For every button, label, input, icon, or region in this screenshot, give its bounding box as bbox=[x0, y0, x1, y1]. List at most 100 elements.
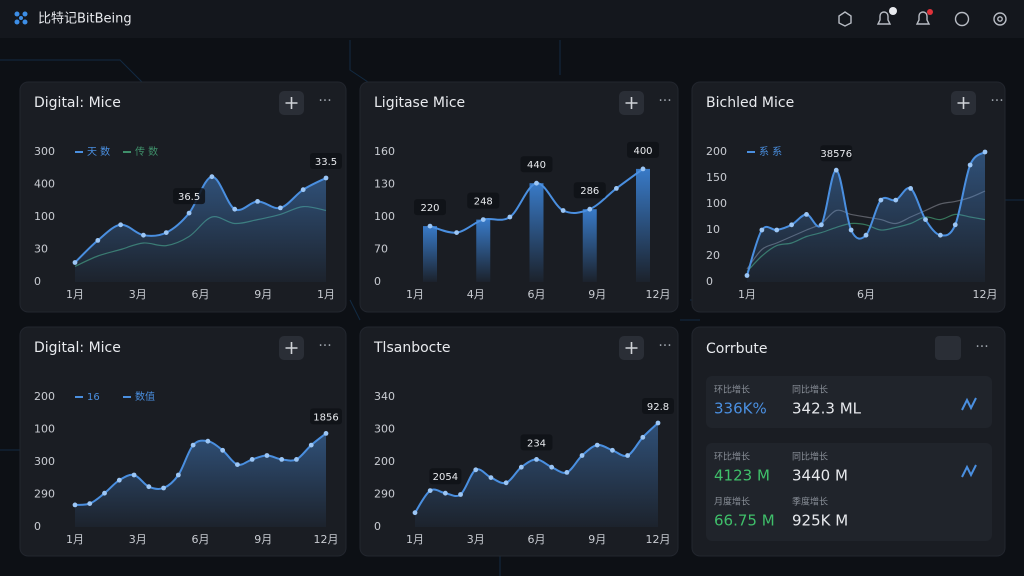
y-tick-label: 0 bbox=[34, 520, 41, 533]
point bbox=[473, 467, 479, 473]
annotation: 38576 bbox=[820, 149, 852, 160]
point bbox=[323, 431, 329, 436]
point bbox=[640, 434, 646, 440]
point bbox=[146, 484, 152, 490]
x-tick-label: 1月 bbox=[66, 288, 84, 301]
y-tick-label: 0 bbox=[374, 520, 381, 533]
point bbox=[255, 199, 260, 204]
y-tick-label: 20 bbox=[706, 249, 720, 262]
point bbox=[175, 472, 181, 478]
y-tick-label: 30 bbox=[34, 243, 48, 256]
y-tick-label: 300 bbox=[374, 423, 395, 436]
point bbox=[116, 477, 122, 483]
point bbox=[264, 453, 270, 458]
add-icon bbox=[285, 97, 298, 109]
x-tick-label: 6月 bbox=[528, 533, 546, 546]
point bbox=[102, 490, 107, 496]
point bbox=[488, 475, 494, 480]
legend-label: 传 数 bbox=[135, 145, 158, 158]
point bbox=[87, 501, 93, 506]
icon-settings[interactable] bbox=[993, 12, 1007, 26]
y-tick-label: 0 bbox=[706, 275, 713, 288]
stat-value: 925K M bbox=[792, 512, 848, 530]
x-tick-label: 1月 bbox=[738, 288, 756, 301]
stat-label: 环比增长 bbox=[714, 384, 750, 396]
point bbox=[412, 510, 418, 516]
point bbox=[427, 223, 433, 229]
y-tick-label: 290 bbox=[34, 488, 55, 501]
legend-label: 16 bbox=[87, 392, 100, 403]
stat-value: 3440 M bbox=[792, 467, 848, 485]
point bbox=[205, 438, 211, 444]
stat-label: 环比增长 bbox=[714, 451, 750, 463]
x-tick-label: 1月 bbox=[406, 533, 424, 546]
y-tick-label: 70 bbox=[374, 243, 388, 256]
point bbox=[587, 206, 593, 212]
brand-icon bbox=[14, 11, 28, 25]
card-title: Bichled Mice bbox=[706, 95, 794, 111]
more-menu[interactable]: ··· bbox=[975, 339, 988, 355]
more-menu[interactable]: ··· bbox=[990, 93, 1003, 109]
bar bbox=[582, 209, 597, 282]
annotation-bg bbox=[520, 156, 553, 173]
stat-value: 66.75 M bbox=[714, 512, 775, 530]
point bbox=[893, 197, 899, 203]
icon-bell[interactable] bbox=[876, 11, 892, 25]
annotation: 234 bbox=[527, 438, 546, 449]
annotation-bg bbox=[414, 199, 446, 216]
card-title: Ligitase Mice bbox=[374, 95, 465, 111]
stat-label: 同比增长 bbox=[792, 384, 828, 396]
point bbox=[72, 260, 78, 265]
point bbox=[534, 180, 539, 186]
point bbox=[774, 227, 780, 233]
y-tick-label: 130 bbox=[374, 178, 395, 191]
point bbox=[454, 230, 460, 236]
icon-help[interactable] bbox=[954, 11, 970, 27]
point bbox=[503, 480, 509, 486]
legend-label: 天 数 bbox=[87, 145, 110, 158]
more-menu[interactable]: ··· bbox=[318, 338, 331, 354]
stat-value: 336K% bbox=[714, 400, 767, 418]
more-menu[interactable]: ··· bbox=[658, 93, 671, 109]
x-tick-label: 6月 bbox=[528, 288, 546, 301]
point bbox=[625, 453, 631, 458]
point bbox=[804, 212, 809, 217]
y-tick-label: 100 bbox=[374, 210, 395, 223]
icon-home[interactable] bbox=[838, 11, 852, 27]
point bbox=[863, 232, 869, 238]
point bbox=[235, 462, 240, 467]
annotation: 400 bbox=[633, 146, 652, 157]
trend-icon bbox=[961, 464, 977, 478]
annotation: 92.8 bbox=[647, 402, 669, 413]
point bbox=[518, 464, 524, 470]
more-menu[interactable]: ··· bbox=[318, 93, 331, 109]
point bbox=[118, 222, 124, 228]
y-tick-label: 100 bbox=[34, 423, 55, 436]
point bbox=[655, 420, 661, 426]
stat-label: 月度增长 bbox=[714, 496, 750, 508]
point bbox=[161, 485, 166, 491]
annotation-bg bbox=[429, 468, 462, 485]
point bbox=[560, 208, 566, 213]
point bbox=[579, 453, 585, 458]
point bbox=[923, 217, 928, 223]
point bbox=[427, 488, 433, 493]
point bbox=[480, 217, 486, 223]
point bbox=[209, 174, 215, 180]
card bbox=[359, 81, 679, 313]
y-tick-label: 300 bbox=[34, 455, 55, 468]
y-tick-label: 100 bbox=[706, 197, 727, 210]
y-tick-label: 150 bbox=[706, 171, 727, 184]
point bbox=[534, 457, 539, 462]
point bbox=[141, 232, 146, 238]
avatar-button[interactable] bbox=[935, 336, 961, 360]
x-tick-label: 12月 bbox=[973, 288, 998, 301]
point bbox=[190, 442, 196, 448]
point bbox=[323, 175, 329, 181]
more-menu[interactable]: ··· bbox=[658, 338, 671, 354]
x-tick-label: 1月 bbox=[66, 533, 84, 546]
point bbox=[95, 238, 101, 243]
x-tick-label: 9月 bbox=[254, 533, 272, 546]
icon-alert[interactable] bbox=[915, 11, 931, 25]
add-icon bbox=[625, 342, 638, 354]
